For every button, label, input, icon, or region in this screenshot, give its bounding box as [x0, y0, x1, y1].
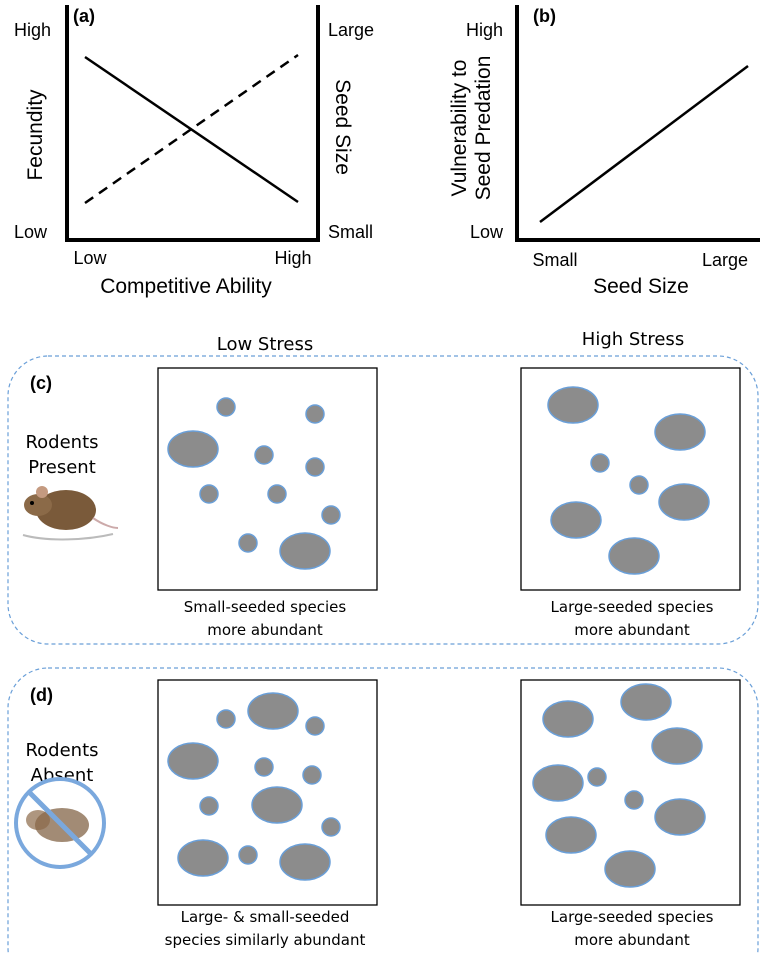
large-seed — [620, 683, 672, 721]
y-label: Seed Predation — [472, 56, 495, 201]
panel-a: (a) High Low Fecundity Large Small Seed … — [14, 5, 374, 298]
small-seed — [238, 845, 258, 865]
seeds — [167, 683, 706, 888]
column-header: Low Stress — [217, 334, 314, 355]
caption: species similarly abundant — [165, 931, 366, 949]
x-low: Low — [73, 248, 107, 268]
column-header: High Stress — [582, 329, 684, 350]
small-seed — [624, 790, 644, 810]
large-seed — [651, 727, 703, 765]
panel-label: (b) — [533, 6, 556, 26]
large-seed — [247, 692, 299, 730]
row-label: Rodents — [25, 432, 98, 453]
large-seed — [542, 700, 594, 738]
caption: more abundant — [574, 931, 690, 949]
seeds — [167, 386, 710, 575]
large-seed — [658, 483, 710, 521]
small-seed — [321, 817, 341, 837]
large-seed — [532, 764, 584, 802]
large-seed — [550, 501, 602, 539]
y2-low: Small — [328, 222, 373, 242]
large-seed — [167, 430, 219, 468]
large-seed — [177, 839, 229, 877]
small-seed — [216, 709, 236, 729]
small-seed — [302, 765, 322, 785]
y-low: Low — [470, 222, 504, 242]
small-seed — [216, 397, 236, 417]
large-seed — [547, 386, 599, 424]
small-seed — [629, 475, 649, 495]
vulnerability-line — [539, 65, 749, 223]
y-high: High — [466, 20, 503, 40]
fecundity-line — [84, 55, 299, 204]
panel-label: (d) — [30, 685, 53, 705]
panel-b: (b) High Low Vulnerability to Seed Preda… — [448, 5, 760, 298]
caption: Large-seeded species — [551, 908, 714, 926]
small-seed — [199, 484, 219, 504]
small-seed — [254, 757, 274, 777]
small-seed — [305, 404, 325, 424]
x-high: Large — [702, 250, 748, 270]
x-label: Competitive Ability — [100, 275, 272, 298]
large-seed — [279, 843, 331, 881]
small-seed — [305, 716, 325, 736]
panel-frame — [7, 355, 759, 645]
plot-box — [157, 367, 378, 591]
large-seed — [654, 413, 706, 451]
large-seed — [608, 537, 660, 575]
axes — [65, 5, 320, 242]
caption: Large-seeded species — [551, 598, 714, 616]
small-seed — [199, 796, 219, 816]
seed-size-line — [84, 53, 299, 205]
row-label: Rodents — [25, 740, 98, 761]
small-seed — [238, 533, 258, 553]
mouse-icon — [22, 486, 119, 541]
y2-label: Seed Size — [331, 79, 354, 175]
x-low: Small — [532, 250, 577, 270]
row-label: Present — [28, 457, 96, 478]
y-label: Fecundity — [24, 89, 47, 181]
y-label: Vulnerability to — [448, 60, 471, 197]
axes — [515, 5, 760, 242]
large-seed — [251, 786, 303, 824]
small-seed — [321, 505, 341, 525]
y-low: Low — [14, 222, 48, 242]
large-seed — [654, 798, 706, 836]
panel-d: (d) Rodents Absent Large- & small-seeded… — [7, 667, 759, 955]
small-seed — [305, 457, 325, 477]
panel-c: (c) Rodents Present Small-seeded species… — [7, 355, 759, 645]
large-seed — [545, 816, 597, 854]
x-label: Seed Size — [593, 275, 689, 298]
caption: more abundant — [207, 621, 323, 639]
large-seed — [604, 850, 656, 888]
small-seed — [590, 453, 610, 473]
y-high: High — [14, 20, 51, 40]
small-seed — [254, 445, 274, 465]
large-seed — [167, 742, 219, 780]
y2-high: Large — [328, 20, 374, 40]
caption: more abundant — [574, 621, 690, 639]
panel-label: (a) — [73, 6, 95, 26]
caption: Small-seeded species — [184, 598, 347, 616]
panel-label: (c) — [30, 373, 52, 393]
no-mouse-icon — [14, 777, 106, 869]
caption: Large- & small-seeded — [181, 908, 350, 926]
x-high: High — [274, 248, 311, 268]
large-seed — [279, 532, 331, 570]
small-seed — [267, 484, 287, 504]
small-seed — [587, 767, 607, 787]
